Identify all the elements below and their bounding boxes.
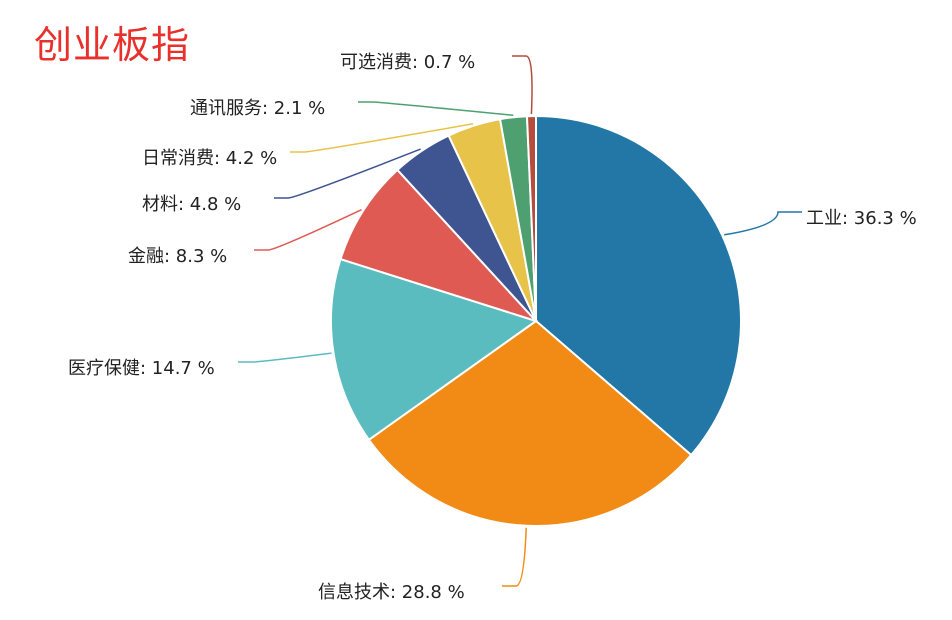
leader-line-4 — [254, 209, 362, 251]
leader-line-3 — [238, 352, 332, 363]
slice-label-5: 材料: 4.8 % — [142, 194, 241, 215]
leader-line-7 — [358, 101, 514, 117]
slice-label-1: 工业: 36.3 % — [806, 208, 917, 229]
leader-lines — [238, 55, 802, 587]
pie-slice-4 — [339, 168, 540, 324]
slice-labels: 工业: 36.3 % 信息技术: 28.8 % 医疗保健: 14.7 % 金融: 8.… — [68, 52, 917, 603]
slice-label-3: 医疗保健: 14.7 % — [68, 358, 215, 379]
slice-label-4: 金融: 8.3 % — [128, 246, 227, 267]
pie-slice-3 — [330, 257, 539, 442]
leader-line-6 — [290, 123, 474, 153]
leader-line-2 — [502, 527, 527, 587]
pie-slice-2 — [367, 319, 693, 527]
leader-line-8 — [512, 55, 533, 115]
chart-title: 创业板指 — [34, 23, 191, 67]
pie-slice-8 — [525, 114, 537, 322]
pie-slices — [330, 114, 742, 527]
leader-line-5 — [274, 148, 421, 199]
slice-label-6: 日常消费: 4.2 % — [142, 148, 277, 169]
slice-label-8: 可选消费: 0.7 % — [340, 52, 475, 73]
pie-slice-1 — [535, 114, 742, 457]
leader-line-1 — [724, 211, 802, 236]
slice-label-7: 通讯服务: 2.1 % — [190, 98, 325, 119]
slice-label-2: 信息技术: 28.8 % — [318, 582, 465, 603]
